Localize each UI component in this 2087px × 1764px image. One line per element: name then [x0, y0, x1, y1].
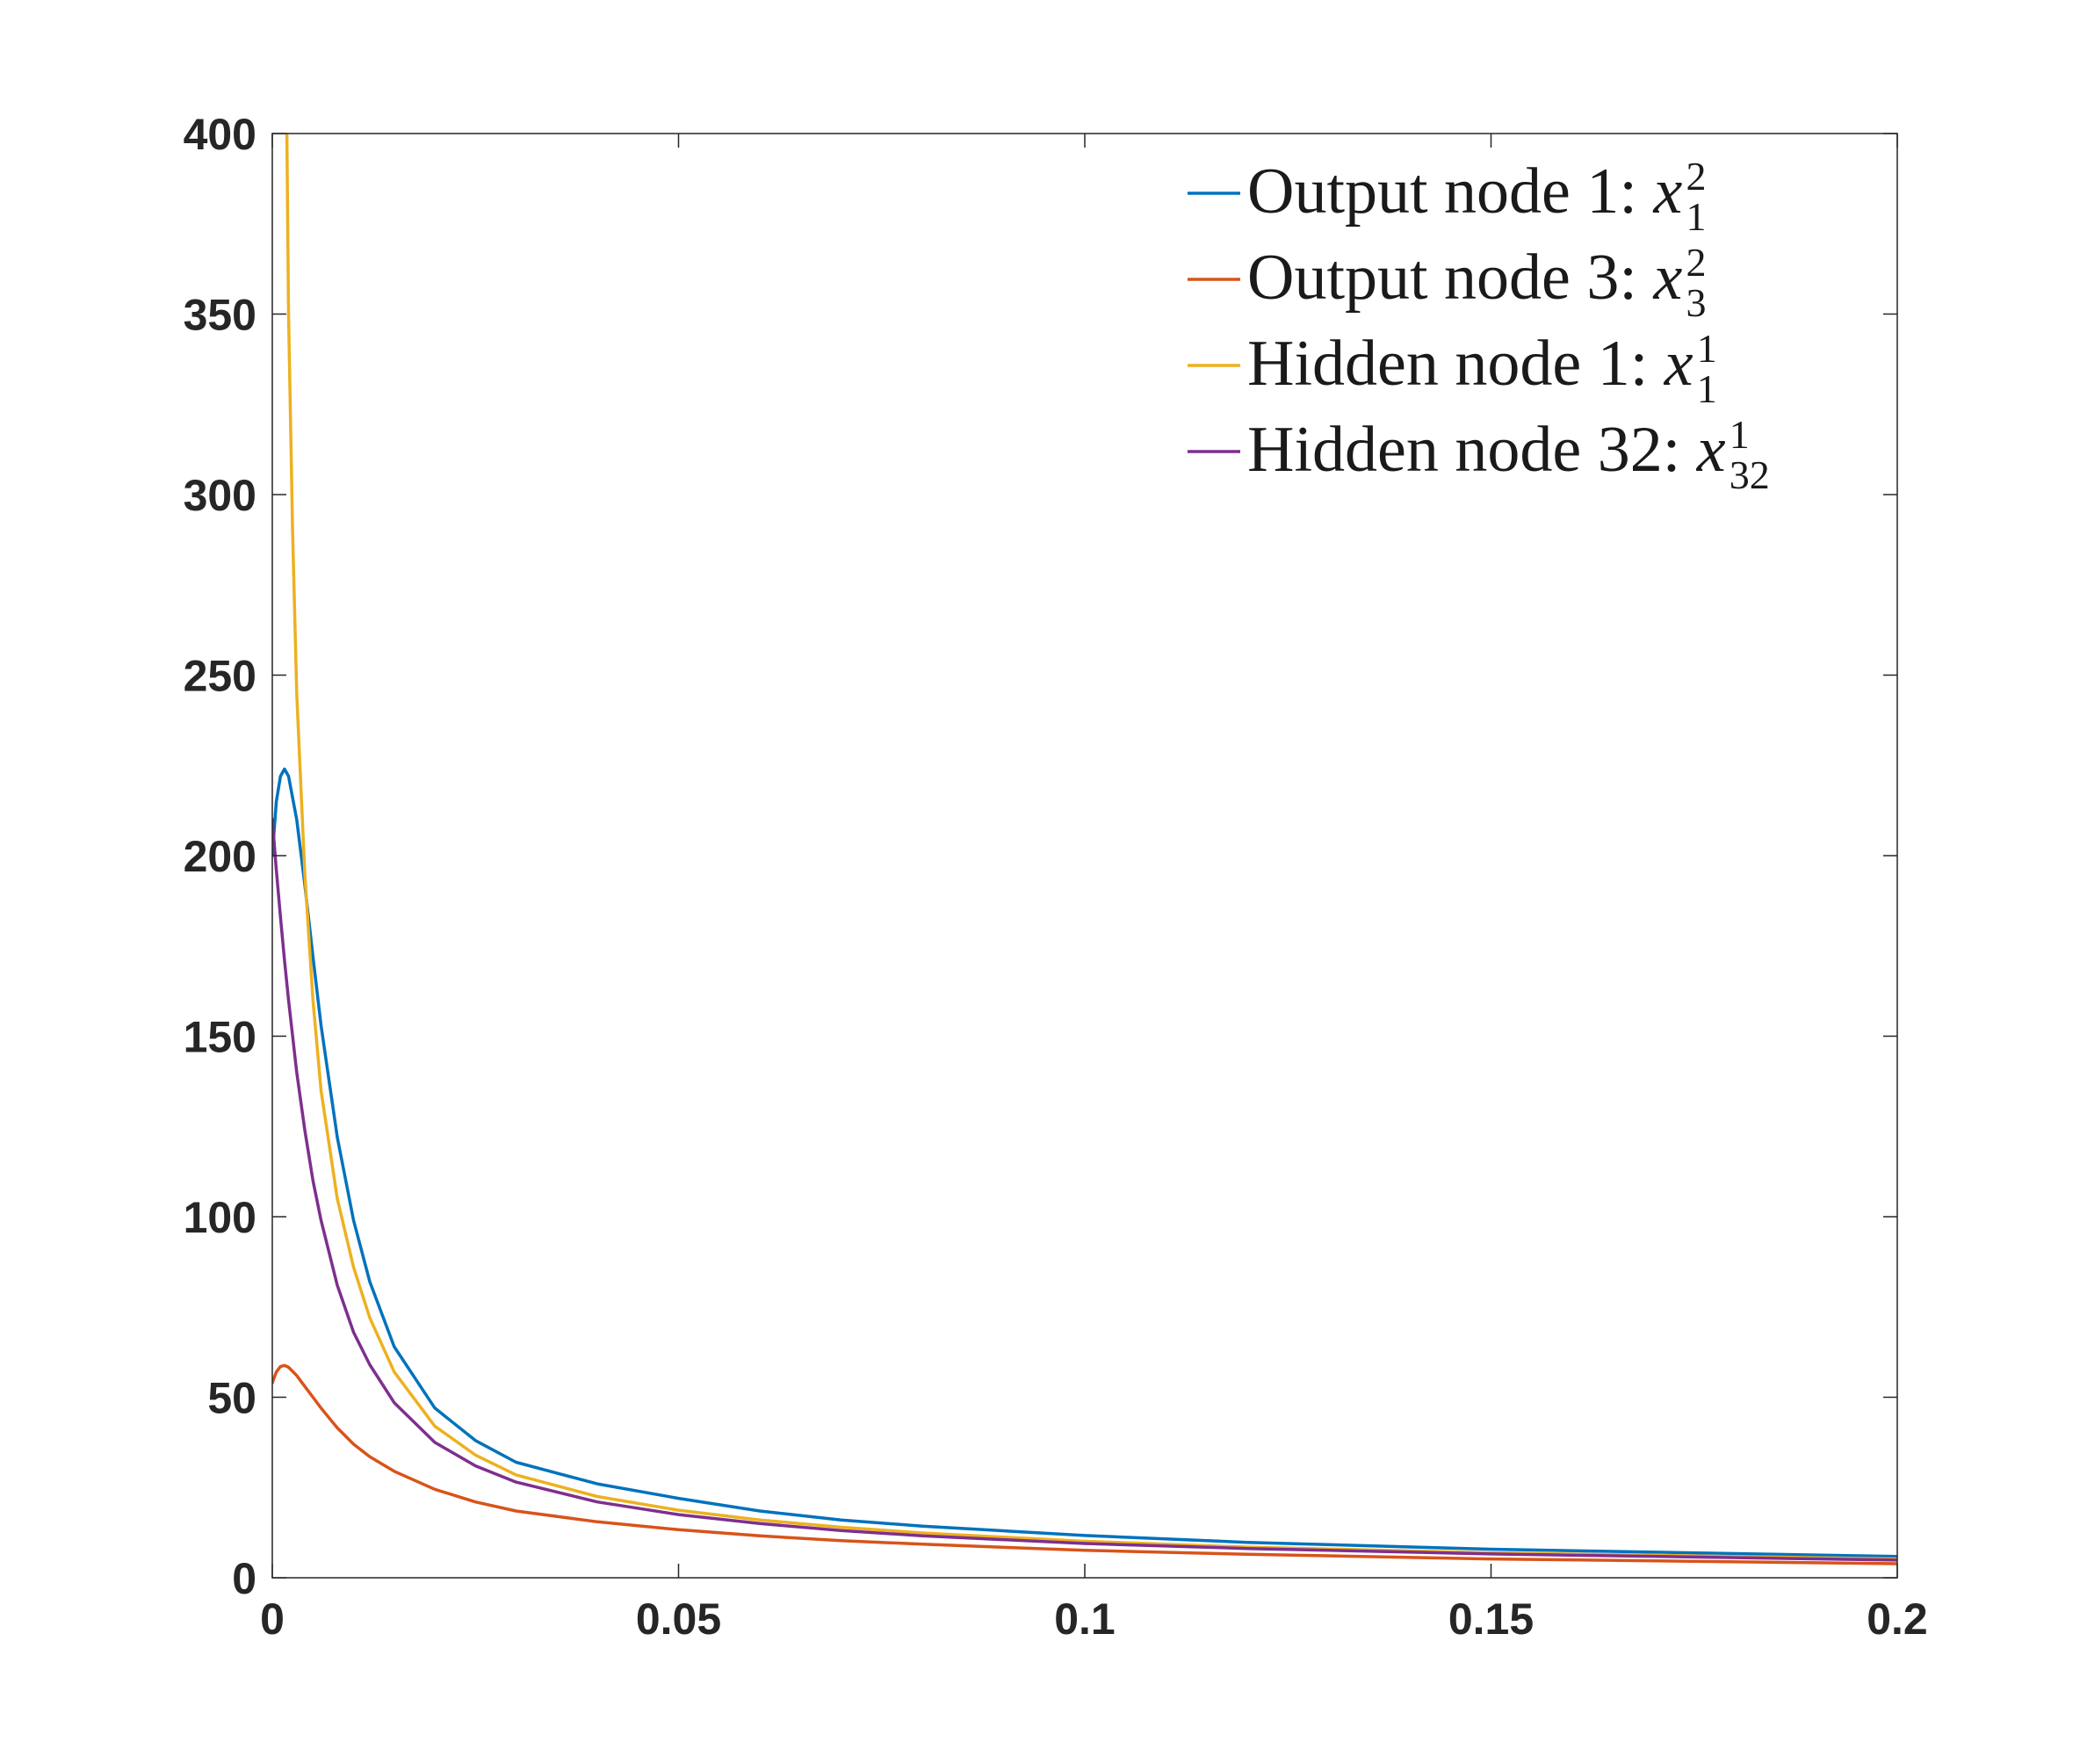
series-line-2	[272, 1363, 1897, 1565]
x-axis-tick-labels: 0 0.05 0.1 0.15 0.2	[260, 1594, 1928, 1644]
series-line-4	[272, 818, 1897, 1562]
y-tick-label: 200	[184, 832, 256, 881]
axis-ticks	[271, 133, 1898, 1579]
legend-subscript: 32	[1730, 452, 1770, 497]
legend-entry-3: Hidden node 1: x 11	[1188, 326, 1717, 411]
legend-subscript: 1	[1697, 366, 1717, 411]
y-tick-label: 150	[184, 1013, 256, 1062]
legend-entry-1: Output node 1: x 21	[1188, 154, 1706, 239]
legend-entry-2: Output node 3: x 23	[1188, 240, 1706, 325]
series-line-3	[285, 134, 1897, 1561]
y-tick-label: 350	[184, 291, 256, 340]
legend-superscript: 2	[1686, 240, 1706, 285]
y-tick-label: 250	[184, 652, 256, 701]
y-tick-label: 100	[184, 1193, 256, 1242]
x-tick-label: 0.1	[1054, 1594, 1116, 1644]
legend-superscript: 2	[1686, 154, 1706, 199]
series-lines	[272, 134, 1897, 1565]
legend-subscript: 3	[1686, 280, 1706, 325]
y-tick-label: 400	[184, 110, 256, 159]
x-tick-label: 0.2	[1867, 1594, 1928, 1644]
y-tick-label: 0	[232, 1554, 256, 1603]
legend-subscript: 1	[1686, 194, 1706, 239]
series-line-1	[272, 767, 1897, 1558]
legend-label: Output node 3: x	[1247, 242, 1682, 314]
legend-label: Hidden node 32: x	[1247, 414, 1726, 486]
y-axis-tick-labels: 0 50 100 150 200 250 300 350 400	[184, 110, 256, 1603]
x-tick-label: 0.15	[1448, 1594, 1534, 1644]
legend-superscript: 1	[1697, 326, 1717, 371]
legend-label: Output node 1: x	[1247, 155, 1682, 228]
y-tick-label: 50	[207, 1374, 256, 1423]
y-tick-label: 300	[184, 471, 256, 520]
legend-superscript: 1	[1730, 412, 1750, 457]
legend-label: Hidden node 1: x	[1247, 328, 1693, 400]
x-tick-label: 0.05	[636, 1594, 721, 1644]
legend-entry-4: Hidden node 32: x 132	[1188, 412, 1770, 497]
x-tick-label: 0	[260, 1594, 285, 1644]
